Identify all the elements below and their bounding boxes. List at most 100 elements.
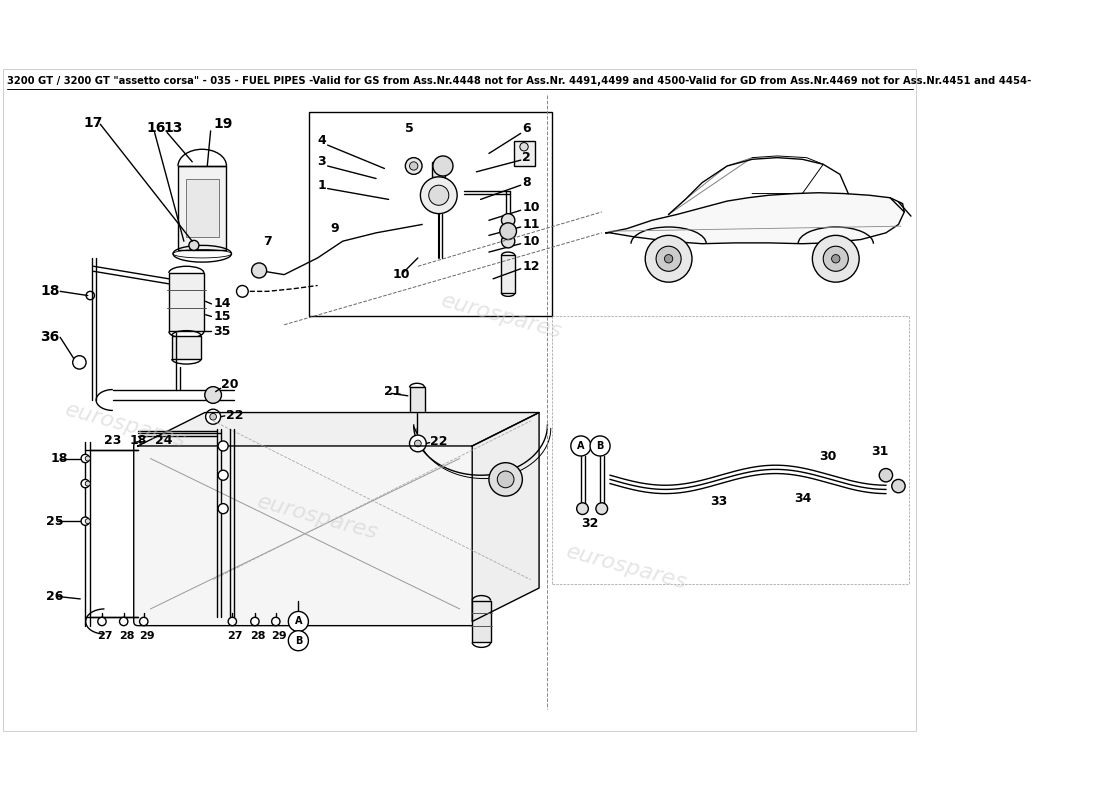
Bar	[309, 112, 551, 317]
Text: 32: 32	[581, 517, 598, 530]
Text: 30: 30	[820, 450, 836, 463]
Text: 28: 28	[119, 630, 134, 641]
Text: 3200 GT / 3200 GT "assetto corsa" - 035 - FUEL PIPES -Valid for GS from Ass.Nr.4: 3200 GT / 3200 GT "assetto corsa" - 035 …	[7, 76, 1031, 86]
Circle shape	[502, 214, 515, 227]
Circle shape	[433, 156, 453, 176]
Text: 17: 17	[84, 115, 103, 130]
Circle shape	[823, 246, 848, 271]
Text: 36: 36	[40, 330, 59, 344]
Circle shape	[590, 436, 610, 456]
Text: eurospares: eurospares	[63, 399, 188, 451]
Circle shape	[218, 470, 228, 480]
Text: 33: 33	[711, 495, 727, 509]
Text: 9: 9	[330, 222, 339, 235]
Circle shape	[429, 186, 449, 206]
Text: 35: 35	[213, 325, 231, 338]
Text: B: B	[596, 441, 604, 451]
Bar	[432, 162, 446, 177]
FancyBboxPatch shape	[134, 442, 476, 626]
Bar	[409, 387, 425, 413]
Circle shape	[502, 234, 515, 248]
Text: 13: 13	[163, 122, 183, 135]
Text: 29: 29	[271, 630, 286, 641]
Circle shape	[189, 240, 199, 250]
Text: 20: 20	[221, 378, 239, 391]
Text: 10: 10	[522, 234, 540, 248]
Circle shape	[218, 504, 228, 514]
Circle shape	[288, 611, 308, 631]
Circle shape	[81, 479, 89, 488]
Text: 16: 16	[146, 122, 166, 135]
Text: 18: 18	[51, 452, 67, 465]
Circle shape	[251, 618, 260, 626]
Text: 12: 12	[522, 260, 540, 273]
Text: 34: 34	[794, 492, 812, 505]
Text: 27: 27	[228, 630, 243, 641]
Text: A: A	[295, 617, 302, 626]
Text: eurospares: eurospares	[564, 542, 690, 593]
Circle shape	[879, 469, 892, 482]
Text: 31: 31	[871, 446, 888, 458]
Bar	[514, 141, 535, 166]
Text: 21: 21	[385, 385, 402, 398]
Text: 19: 19	[213, 117, 232, 131]
Polygon shape	[472, 413, 539, 622]
Circle shape	[81, 454, 89, 462]
Text: B: B	[295, 636, 302, 646]
Text: 22: 22	[226, 409, 243, 422]
Text: 14: 14	[213, 298, 231, 310]
Text: 4: 4	[318, 134, 327, 147]
Circle shape	[98, 618, 106, 626]
Circle shape	[140, 618, 147, 626]
Circle shape	[206, 409, 221, 424]
Circle shape	[272, 618, 280, 626]
Text: 8: 8	[522, 176, 531, 190]
Text: 22: 22	[430, 435, 448, 448]
Text: A: A	[578, 441, 584, 451]
Circle shape	[218, 441, 228, 451]
Bar	[178, 166, 227, 250]
Circle shape	[576, 502, 588, 514]
Circle shape	[664, 254, 673, 263]
Circle shape	[415, 440, 421, 447]
Text: 29: 29	[139, 630, 154, 641]
Text: eurospares: eurospares	[255, 491, 381, 542]
Text: 5: 5	[405, 122, 414, 135]
Circle shape	[571, 436, 591, 456]
Text: 28: 28	[250, 630, 265, 641]
Circle shape	[81, 517, 89, 526]
Text: eurospares: eurospares	[439, 290, 564, 342]
Circle shape	[405, 158, 422, 174]
Circle shape	[520, 142, 528, 151]
Text: 27: 27	[97, 630, 112, 641]
Circle shape	[85, 481, 90, 486]
Circle shape	[210, 414, 217, 420]
Circle shape	[488, 462, 522, 496]
Text: 10: 10	[522, 202, 540, 214]
Text: 11: 11	[522, 218, 540, 231]
Circle shape	[656, 246, 681, 271]
Circle shape	[832, 254, 840, 263]
Circle shape	[409, 435, 426, 452]
Circle shape	[409, 162, 418, 170]
Circle shape	[813, 235, 859, 282]
Circle shape	[73, 356, 86, 369]
Circle shape	[85, 518, 90, 524]
Bar	[186, 178, 219, 237]
Text: 10: 10	[393, 268, 410, 281]
Polygon shape	[138, 413, 539, 446]
Text: 25: 25	[46, 514, 64, 528]
Circle shape	[252, 263, 266, 278]
Circle shape	[497, 471, 514, 488]
Text: 24: 24	[155, 434, 172, 446]
Text: 7: 7	[263, 234, 272, 248]
Bar	[472, 601, 491, 642]
Circle shape	[646, 235, 692, 282]
Circle shape	[85, 456, 90, 461]
Bar	[502, 255, 515, 293]
Circle shape	[892, 479, 905, 493]
Circle shape	[499, 223, 517, 239]
Bar	[168, 273, 204, 331]
Text: 15: 15	[213, 310, 231, 323]
Text: 2: 2	[522, 151, 531, 164]
